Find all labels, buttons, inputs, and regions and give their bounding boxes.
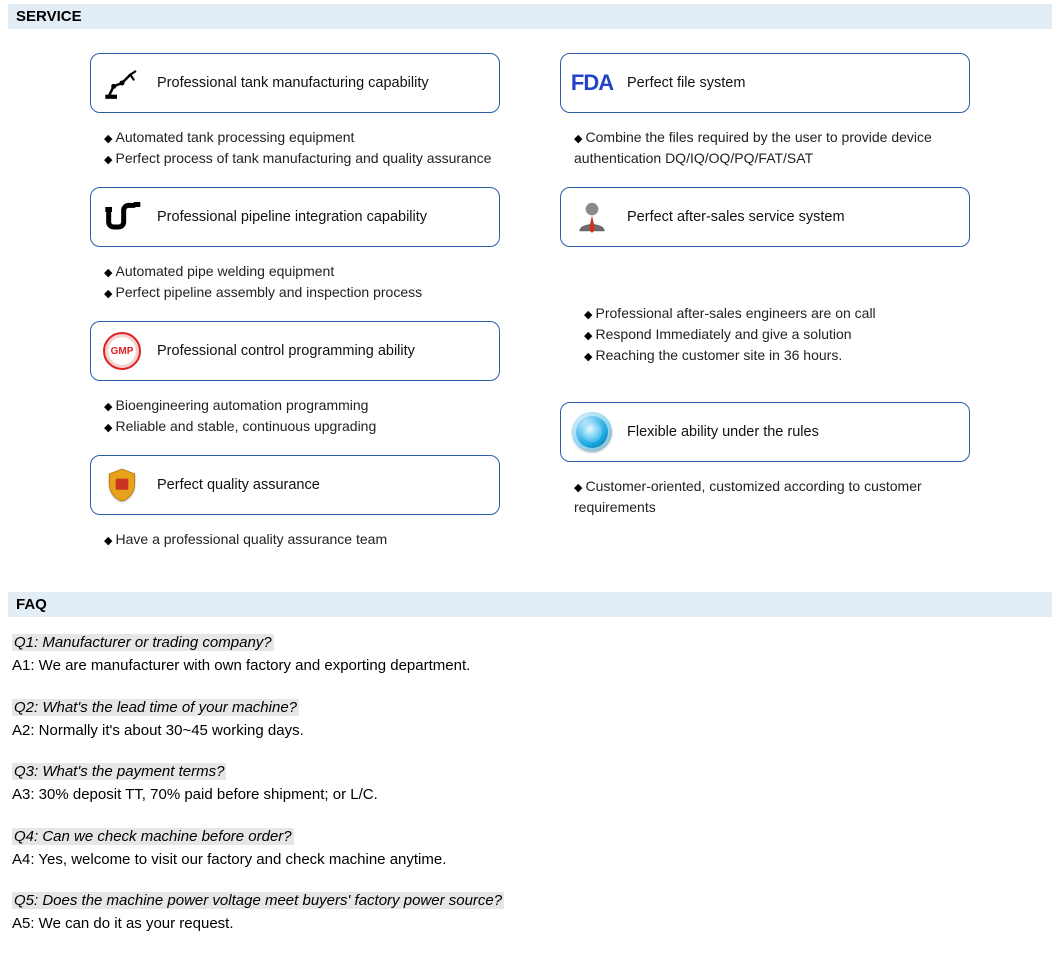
service-section-header: SERVICE: [8, 4, 1052, 29]
service-card-title: Flexible ability under the rules: [627, 424, 819, 440]
faq-item: Q3: What's the payment terms? A3: 30% de…: [12, 760, 1048, 807]
robot-arm-icon: [101, 62, 143, 104]
service-bullets-pipeline: Automated pipe welding equipment Perfect…: [90, 257, 500, 321]
faq-question: Q5: Does the machine power voltage meet …: [12, 892, 504, 909]
bullet-item: Reliable and stable, continuous upgradin…: [104, 416, 500, 437]
service-card-pipeline: Professional pipeline integration capabi…: [90, 187, 500, 247]
service-card-flexible: Flexible ability under the rules: [560, 402, 970, 462]
bullet-item: Have a professional quality assurance te…: [104, 529, 500, 550]
service-bullets-gmp: Bioengineering automation programming Re…: [90, 391, 500, 455]
bullet-item: Customer-oriented, customized according …: [574, 476, 970, 518]
faq-content: Q1: Manufacturer or trading company? A1:…: [0, 621, 1060, 974]
bullet-item: Combine the files required by the user t…: [574, 127, 970, 169]
service-right-column: FDA Perfect file system Combine the file…: [560, 53, 970, 568]
person-icon: [571, 196, 613, 238]
faq-item: Q1: Manufacturer or trading company? A1:…: [12, 631, 1048, 678]
service-card-gmp: GMP Professional control programming abi…: [90, 321, 500, 381]
service-card-title: Professional control programming ability: [157, 343, 415, 359]
service-card-title: Professional pipeline integration capabi…: [157, 209, 427, 225]
bullet-item: Professional after-sales engineers are o…: [584, 303, 970, 324]
service-bullets-tank: Automated tank processing equipment Perf…: [90, 123, 500, 187]
faq-answer: A5: We can do it as your request.: [12, 912, 1048, 935]
faq-question: Q2: What's the lead time of your machine…: [12, 699, 299, 716]
orb-icon: [571, 411, 613, 453]
service-card-title: Professional tank manufacturing capabili…: [157, 75, 429, 91]
faq-question: Q3: What's the payment terms?: [12, 763, 226, 780]
pipe-icon: [101, 196, 143, 238]
bullet-item: Automated tank processing equipment: [104, 127, 500, 148]
gmp-badge-icon: GMP: [101, 330, 143, 372]
faq-question: Q4: Can we check machine before order?: [12, 828, 294, 845]
service-bullets-aftersales: Professional after-sales engineers are o…: [560, 299, 970, 384]
service-card-aftersales: Perfect after-sales service system: [560, 187, 970, 247]
faq-question: Q1: Manufacturer or trading company?: [12, 634, 274, 651]
bullet-item: Perfect pipeline assembly and inspection…: [104, 282, 500, 303]
service-bullets-fda: Combine the files required by the user t…: [560, 123, 970, 187]
service-card-tank: Professional tank manufacturing capabili…: [90, 53, 500, 113]
service-card-quality: Perfect quality assurance: [90, 455, 500, 515]
service-left-column: Professional tank manufacturing capabili…: [90, 53, 500, 568]
shield-icon: [101, 464, 143, 506]
service-bullets-flexible: Customer-oriented, customized according …: [560, 472, 970, 536]
faq-item: Q4: Can we check machine before order? A…: [12, 825, 1048, 872]
faq-section-header: FAQ: [8, 592, 1052, 617]
faq-answer: A4: Yes, welcome to visit our factory an…: [12, 848, 1048, 871]
bullet-item: Respond Immediately and give a solution: [584, 324, 970, 345]
service-card-title: Perfect after-sales service system: [627, 209, 845, 225]
faq-answer: A2: Normally it's about 30~45 working da…: [12, 719, 1048, 742]
service-bullets-quality: Have a professional quality assurance te…: [90, 525, 500, 568]
service-content: Professional tank manufacturing capabili…: [0, 33, 1060, 588]
service-card-title: Perfect file system: [627, 75, 745, 91]
faq-item: Q2: What's the lead time of your machine…: [12, 696, 1048, 743]
fda-icon: FDA: [571, 62, 613, 104]
faq-answer: A1: We are manufacturer with own factory…: [12, 654, 1048, 677]
service-card-title: Perfect quality assurance: [157, 477, 320, 493]
faq-answer: A3: 30% deposit TT, 70% paid before ship…: [12, 783, 1048, 806]
bullet-item: Bioengineering automation programming: [104, 395, 500, 416]
bullet-item: Perfect process of tank manufacturing an…: [104, 148, 500, 169]
bullet-item: Reaching the customer site in 36 hours.: [584, 345, 970, 366]
service-card-fda: FDA Perfect file system: [560, 53, 970, 113]
bullet-item: Automated pipe welding equipment: [104, 261, 500, 282]
